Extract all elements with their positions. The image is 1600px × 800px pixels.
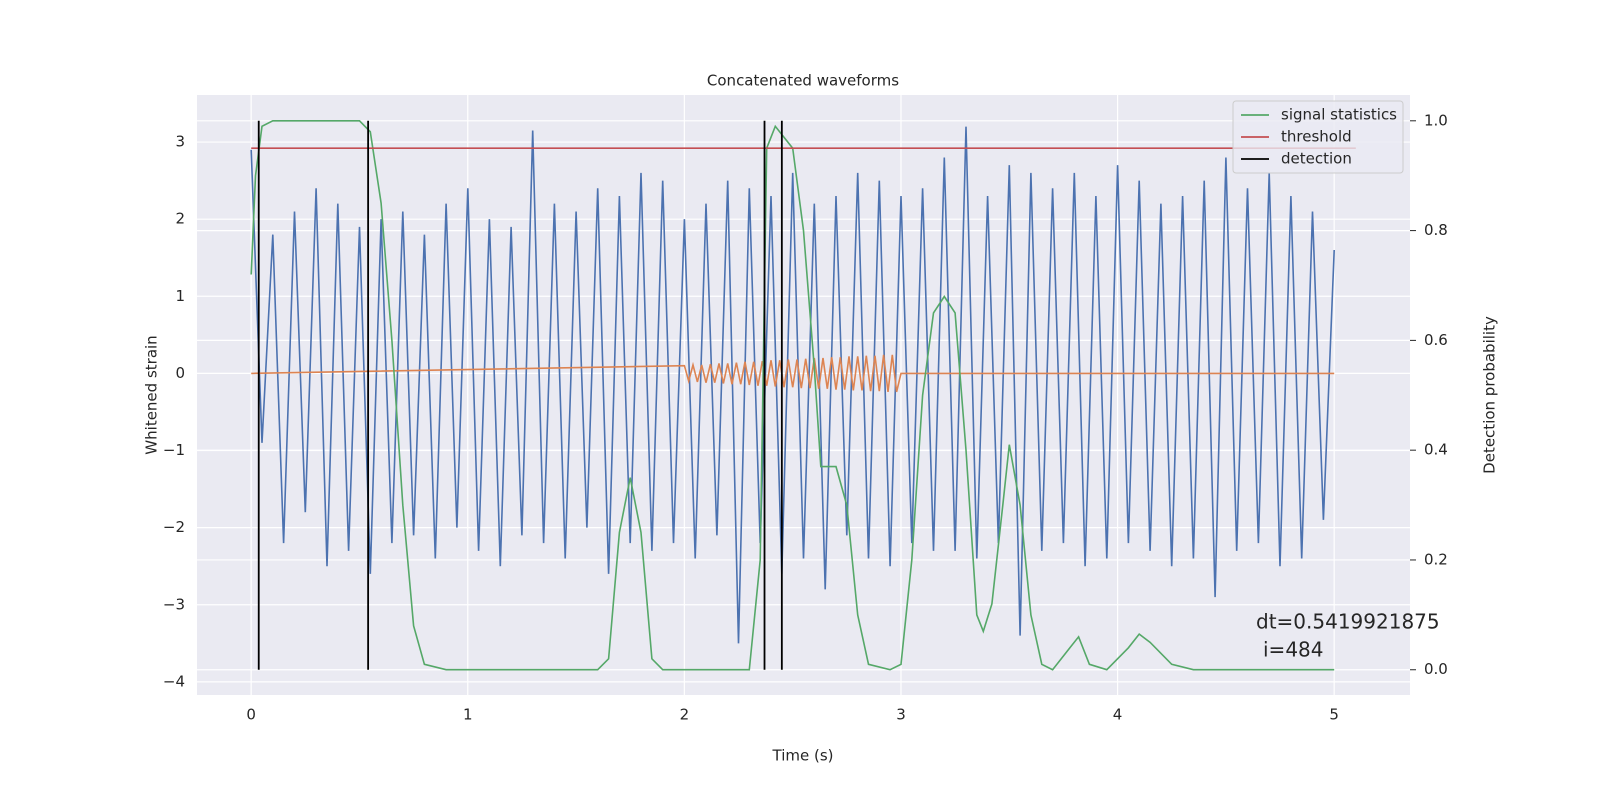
x-axis-label: Time (s) <box>772 747 834 765</box>
series-line <box>250 126 1335 644</box>
y-tick-label: 1 <box>175 287 185 305</box>
y2-tick-label: 0.4 <box>1424 441 1448 459</box>
y2-tick-label: 0.2 <box>1424 550 1448 568</box>
x-tick-label: 1 <box>463 706 473 724</box>
y2-tick-label: 1.0 <box>1424 111 1448 129</box>
annotation: i=484 <box>1263 638 1324 662</box>
legend: signal statistics threshold detection <box>1232 100 1404 174</box>
legend-label: signal statistics <box>1281 106 1397 124</box>
y2-tick-label: 0.6 <box>1424 331 1448 349</box>
x-tick-label: 4 <box>1113 706 1123 724</box>
x-tick-label: 5 <box>1329 706 1339 724</box>
marks <box>250 120 1356 671</box>
y2-axis-label: Detection probability <box>1481 316 1499 474</box>
y-axis-label: Whitened strain <box>143 335 161 454</box>
x-tick-label: 0 <box>246 706 256 724</box>
y-tick-label: −2 <box>163 518 185 536</box>
y-tick-label: 2 <box>175 210 185 228</box>
y-tick-label: 3 <box>175 133 185 151</box>
annotation: dt=0.5419921875 <box>1256 610 1440 634</box>
series-line <box>250 120 1335 671</box>
legend-box <box>1232 100 1404 174</box>
y-tick-label: −1 <box>163 441 185 459</box>
y2-tick-label: 0.8 <box>1424 221 1448 239</box>
x-tick-label: 2 <box>680 706 690 724</box>
legend-label: detection <box>1281 150 1352 168</box>
plot-area <box>197 95 1410 695</box>
y-tick-label: −3 <box>163 595 185 613</box>
x-tick-label: 3 <box>896 706 906 724</box>
y-tick-label: 0 <box>175 364 185 382</box>
legend-label: threshold <box>1281 128 1352 146</box>
y2-tick-label: 0.0 <box>1424 660 1448 678</box>
y-tick-label: −4 <box>163 672 185 690</box>
series-line <box>251 354 1335 393</box>
chart-title: Concatenated waveforms <box>707 72 899 90</box>
